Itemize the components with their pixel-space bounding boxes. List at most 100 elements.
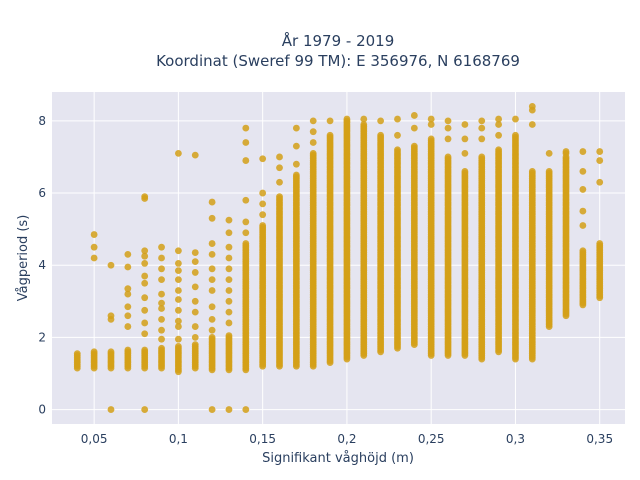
data-point bbox=[596, 157, 604, 164]
data-point bbox=[141, 260, 149, 267]
data-point bbox=[141, 247, 149, 255]
data-point bbox=[175, 306, 182, 314]
data-point bbox=[242, 124, 250, 132]
data-point bbox=[225, 308, 233, 316]
data-point bbox=[141, 319, 149, 327]
y-tick-label: 4 bbox=[38, 258, 46, 272]
data-point bbox=[141, 294, 149, 302]
data-point bbox=[124, 312, 132, 320]
data-point bbox=[175, 260, 182, 267]
data-point bbox=[208, 333, 216, 341]
data-point bbox=[242, 157, 250, 164]
data-point bbox=[191, 297, 199, 305]
data-point bbox=[90, 348, 98, 356]
data-point bbox=[309, 139, 317, 146]
data-point bbox=[410, 124, 418, 132]
x-tick-label: 0,1 bbox=[169, 432, 188, 446]
x-axis-label: Signifikant våghöjd (m) bbox=[262, 451, 414, 466]
data-point bbox=[495, 146, 502, 154]
data-point bbox=[175, 317, 182, 325]
data-point bbox=[107, 406, 115, 413]
data-point bbox=[208, 240, 216, 247]
data-point bbox=[175, 267, 182, 275]
data-point bbox=[90, 243, 98, 251]
data-point bbox=[292, 171, 300, 179]
data-point bbox=[141, 272, 149, 280]
data-point bbox=[225, 265, 233, 273]
data-point bbox=[175, 149, 182, 157]
data-point bbox=[579, 207, 587, 215]
data-point bbox=[545, 167, 553, 175]
data-point bbox=[225, 254, 233, 262]
data-point bbox=[191, 341, 199, 349]
data-point bbox=[141, 330, 149, 338]
data-point bbox=[579, 222, 587, 229]
data-point bbox=[208, 250, 216, 258]
data-point bbox=[158, 265, 165, 273]
data-point bbox=[444, 124, 452, 132]
data-point bbox=[242, 406, 250, 413]
data-point bbox=[158, 305, 165, 312]
data-point bbox=[158, 276, 165, 284]
data-point bbox=[175, 323, 182, 330]
data-point bbox=[292, 124, 300, 132]
data-point bbox=[360, 121, 368, 128]
data-point bbox=[596, 148, 604, 155]
data-point bbox=[309, 149, 317, 157]
data-point bbox=[141, 346, 149, 354]
data-point bbox=[158, 335, 165, 343]
data-point bbox=[158, 315, 165, 323]
plot-area bbox=[52, 92, 625, 424]
data-point bbox=[276, 153, 283, 161]
data-point bbox=[208, 406, 216, 413]
data-point bbox=[528, 121, 536, 128]
data-point bbox=[175, 287, 182, 294]
data-point bbox=[191, 323, 199, 330]
x-tick-label: 0,15 bbox=[249, 432, 276, 446]
data-point bbox=[259, 189, 267, 197]
data-point bbox=[107, 312, 115, 320]
data-point bbox=[141, 306, 149, 314]
data-point bbox=[579, 247, 587, 255]
data-point bbox=[73, 350, 81, 358]
data-point bbox=[343, 115, 351, 123]
data-point bbox=[259, 155, 267, 163]
data-point bbox=[528, 167, 536, 175]
data-point bbox=[124, 263, 132, 271]
data-point bbox=[292, 142, 300, 150]
data-point bbox=[158, 290, 165, 298]
data-point bbox=[225, 229, 233, 237]
data-point bbox=[191, 308, 199, 316]
x-tick-label: 0,05 bbox=[81, 432, 108, 446]
data-point bbox=[512, 131, 519, 139]
data-point bbox=[377, 117, 385, 125]
data-point bbox=[242, 196, 250, 204]
data-point bbox=[107, 348, 115, 356]
data-point bbox=[326, 131, 334, 139]
y-axis-label: Vågperiod (s) bbox=[16, 215, 31, 302]
data-point bbox=[124, 290, 132, 298]
data-point bbox=[225, 406, 233, 413]
data-point bbox=[191, 333, 199, 341]
x-tick-label: 0,25 bbox=[418, 432, 445, 446]
y-tick-label: 6 bbox=[38, 186, 46, 200]
data-point bbox=[512, 115, 519, 123]
data-point bbox=[394, 146, 401, 154]
data-point bbox=[545, 149, 553, 157]
data-point bbox=[90, 254, 98, 262]
data-point bbox=[141, 193, 149, 201]
data-point bbox=[242, 139, 250, 146]
data-point bbox=[158, 299, 165, 307]
data-point bbox=[427, 135, 435, 143]
data-point bbox=[292, 160, 300, 168]
data-point bbox=[394, 115, 401, 123]
data-point bbox=[208, 214, 216, 222]
y-tick-label: 2 bbox=[38, 330, 46, 344]
data-point bbox=[124, 285, 132, 293]
data-point bbox=[191, 258, 199, 266]
data-point bbox=[478, 135, 486, 143]
data-point bbox=[225, 332, 233, 339]
data-point bbox=[242, 218, 250, 226]
data-point bbox=[562, 148, 570, 155]
